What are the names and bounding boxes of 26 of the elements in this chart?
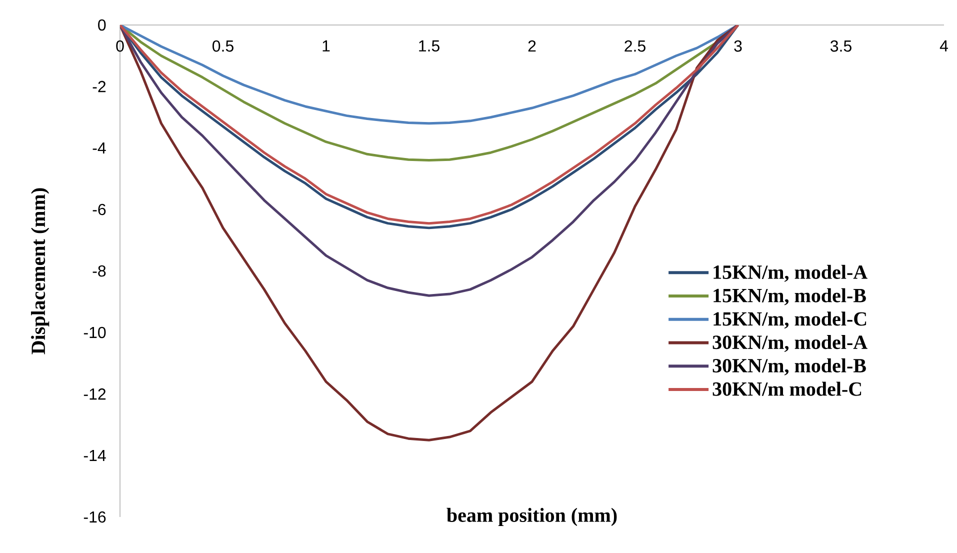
y-tick-label: -12 bbox=[84, 388, 106, 400]
y-tick-label: -10 bbox=[84, 326, 106, 338]
x-tick-label: 4 bbox=[940, 40, 948, 52]
y-tick-label: -14 bbox=[84, 450, 106, 461]
y-tick-label: 0 bbox=[98, 19, 106, 31]
x-tick-label: 2 bbox=[528, 40, 536, 52]
x-tick-label: 3.5 bbox=[830, 40, 852, 52]
legend-label: 15KN/m, model-C bbox=[714, 312, 866, 329]
x-tick-label: 2.5 bbox=[624, 40, 646, 52]
y-tick-label: -2 bbox=[92, 80, 106, 92]
y-tick-label: -6 bbox=[92, 204, 106, 216]
x-axis-title: beam position (mm) bbox=[446, 508, 617, 526]
x-tick-label: 0.5 bbox=[212, 40, 234, 52]
legend-label: 30KN/m, model-A bbox=[712, 335, 868, 352]
y-tick-label: -8 bbox=[92, 265, 106, 277]
legend-label: 30KN/m model-C bbox=[712, 382, 862, 396]
y-tick-label: -16 bbox=[84, 511, 106, 523]
x-tick-label: 0 bbox=[116, 40, 124, 52]
x-tick-label: 3 bbox=[734, 40, 742, 52]
x-tick-label: 1 bbox=[322, 40, 330, 52]
legend-label: 30KN/m, model-B bbox=[712, 358, 866, 376]
x-tick-label: 1.5 bbox=[419, 40, 440, 52]
y-tick-label: -4 bbox=[92, 142, 106, 154]
y-axis-title: Displacement (mm) bbox=[31, 188, 50, 354]
legend-label: 15KN/m, model-B bbox=[714, 288, 866, 306]
legend-label: 15KN/m, model-A bbox=[714, 264, 868, 282]
